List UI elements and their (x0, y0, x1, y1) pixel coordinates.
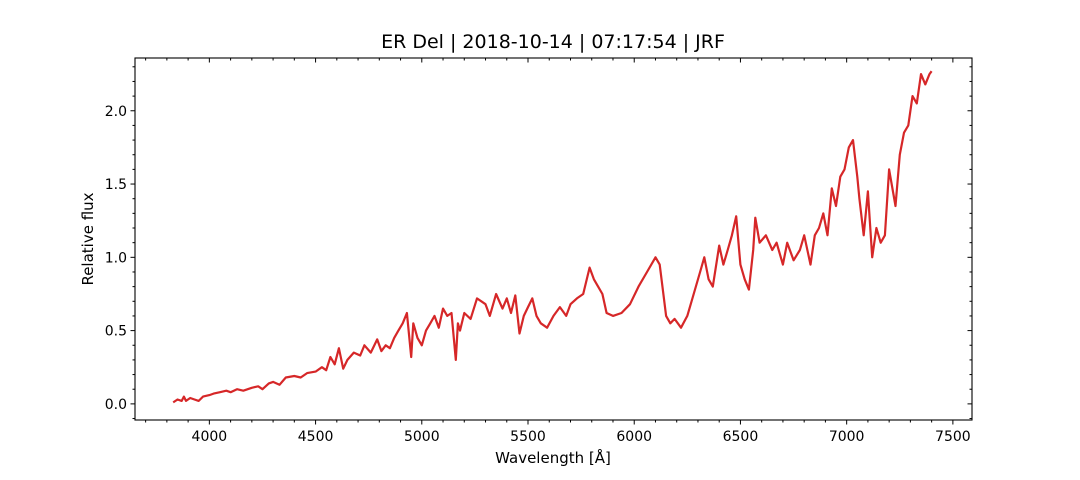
y-axis-label: Relative flux (79, 192, 97, 285)
plot-area: 4000 4500 5000 5500 6000 6500 7000 7500 0.0 0.5 1.… (105, 57, 973, 445)
x-tick-label: 4000 (192, 429, 228, 445)
y-tick-label: 0.0 (105, 397, 127, 413)
x-tick-label: 6500 (723, 429, 759, 445)
y-tick-label: 2.0 (105, 104, 127, 120)
x-tick-label: 6000 (616, 429, 652, 445)
series-layer (172, 70, 933, 404)
y-tick-label: 1.5 (105, 177, 127, 193)
y-tick-label: 0.5 (105, 324, 127, 340)
plot-frame (134, 57, 973, 421)
x-tick-label: 5000 (404, 429, 440, 445)
spectrum-line (172, 70, 933, 404)
x-tick-label: 7500 (935, 429, 971, 445)
chart-title: ER Del | 2018-10-14 | 07:17:54 | JRF (381, 31, 725, 53)
x-tick-label: 4500 (298, 429, 334, 445)
ticks: 4000 4500 5000 5500 6000 6500 7000 7500 0.0 0.5 1.… (105, 58, 972, 445)
y-tick-label: 1.0 (105, 250, 127, 266)
x-tick-label: 7000 (829, 429, 865, 445)
x-tick-label: 5500 (510, 429, 546, 445)
x-axis-label: Wavelength [Å] (495, 448, 611, 467)
